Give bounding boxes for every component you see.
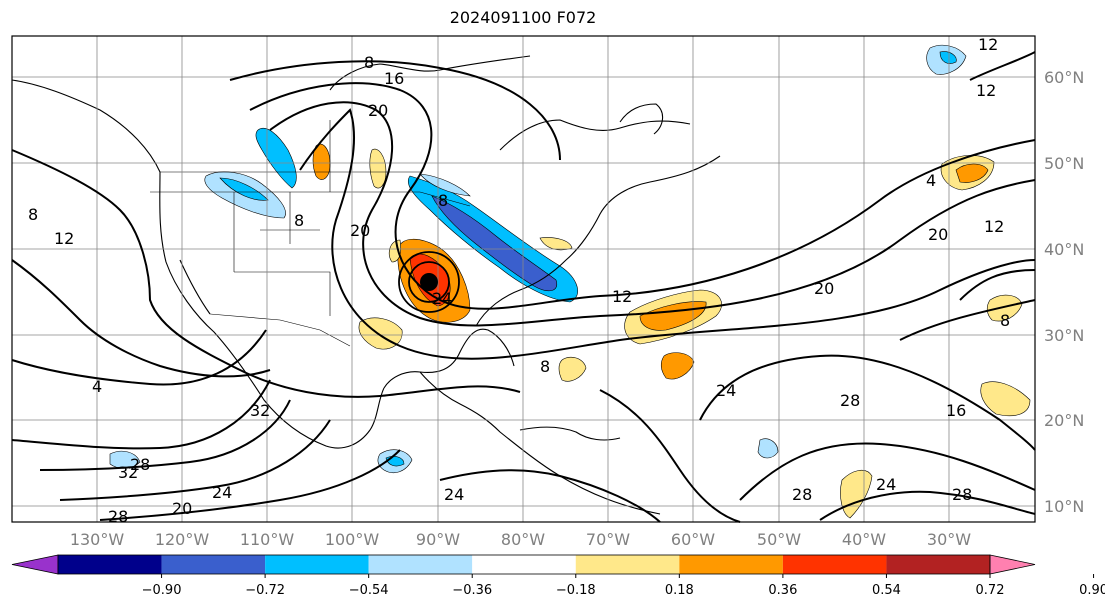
- contour-label: 32: [118, 463, 138, 482]
- storm-center-marker: [420, 273, 438, 291]
- contour-label: 24: [432, 289, 452, 308]
- lat-label: 20°N: [1044, 411, 1084, 430]
- contour-label: 12: [612, 287, 632, 306]
- contour-label: 8: [438, 191, 448, 210]
- colorbar-tick-label: −0.54: [349, 583, 389, 598]
- lat-label: 60°N: [1044, 68, 1084, 87]
- colorbar-tick-label: −0.36: [452, 583, 492, 598]
- contour-label: 8: [540, 357, 550, 376]
- colorbar-swatch: [265, 555, 369, 574]
- contour-label: 24: [212, 483, 232, 502]
- colorbar-swatch: [58, 555, 162, 574]
- coastlines: [11, 55, 721, 515]
- colorbar-tick-label: 0.36: [768, 583, 797, 598]
- lat-label: 10°N: [1044, 497, 1084, 516]
- contour-label: 12: [984, 217, 1004, 236]
- contour-label: 16: [384, 69, 404, 88]
- contour-label: 28: [130, 455, 150, 474]
- lon-label: 40°W: [842, 530, 886, 549]
- contour-label: 12: [54, 229, 74, 248]
- contour-label: 12: [978, 35, 998, 54]
- lon-label: 100°W: [325, 530, 380, 549]
- contour-label: 20: [368, 101, 388, 120]
- lon-label: 90°W: [416, 530, 460, 549]
- colorbar-swatch: [472, 555, 576, 574]
- lat-label: 40°N: [1044, 240, 1084, 259]
- contour-label: 24: [876, 475, 896, 494]
- colorbar-extension-low: [11, 554, 59, 575]
- colorbar-border: [57, 554, 991, 575]
- colorbar-tick-label: 0.90: [1079, 583, 1105, 598]
- shaded-fields: [109, 44, 1031, 519]
- lon-label: 50°W: [757, 530, 801, 549]
- contour-label: 4: [92, 377, 102, 396]
- lon-label: 30°W: [927, 530, 971, 549]
- colorbar-tick-label: −0.72: [245, 583, 285, 598]
- contour-label: 28: [840, 391, 860, 410]
- map-border: [11, 35, 1036, 523]
- lon-label: 70°W: [586, 530, 630, 549]
- contour-label: 24: [716, 381, 736, 400]
- lon-label: 80°W: [501, 530, 545, 549]
- contour-label: 8: [364, 53, 374, 72]
- colorbar-tick-label: 0.72: [976, 583, 1005, 598]
- colorbar-extension-high: [989, 554, 1036, 575]
- contour-label: 20: [350, 221, 370, 240]
- colorbar-tick-label: −0.90: [142, 583, 182, 598]
- contour-label: 24: [444, 485, 464, 504]
- lon-label: 120°W: [155, 530, 210, 549]
- colorbar-tick-label: −0.18: [556, 583, 596, 598]
- map-panel: 8 16 20 8 12 8 12 8 20 24 12 20 12 4 32 …: [11, 35, 1036, 526]
- colorbar-swatch: [782, 555, 887, 574]
- colorbar-swatch: [886, 555, 990, 574]
- contour-label: 28: [952, 485, 972, 504]
- contour-label: 20: [172, 499, 192, 518]
- lon-label: 130°W: [70, 530, 125, 549]
- colorbar-swatch: [679, 555, 783, 574]
- contour-label: 28: [108, 507, 128, 526]
- contour-label: 8: [1000, 311, 1010, 330]
- map-title: 2024091100 F072: [449, 8, 597, 27]
- contour-label-group: 8 16 20 8 12 8 12 8 20 24 12 20 12 4 32 …: [28, 35, 1010, 526]
- contour-label: 8: [28, 205, 38, 224]
- lon-label: 60°W: [671, 530, 715, 549]
- contour-lines: [11, 51, 1036, 523]
- contour-label: 4: [926, 171, 936, 190]
- lat-label: 30°N: [1044, 326, 1084, 345]
- colorbar-swatch: [368, 555, 473, 574]
- colorbar: −0.90 −0.72 −0.54 −0.36 −0.18 0.18 0.36 0.54 0.7…: [11, 554, 1105, 598]
- contour-label: 32: [250, 401, 270, 420]
- longitude-labels: 130°W 120°W 110°W 100°W 90°W 80°W 70°W 6…: [70, 530, 971, 549]
- colorbar-swatch: [161, 555, 266, 574]
- contour-label: 28: [792, 485, 812, 504]
- contour-label: 20: [814, 279, 834, 298]
- lat-label: 50°N: [1044, 154, 1084, 173]
- contour-label: 12: [976, 81, 996, 100]
- contour-label: 16: [946, 401, 966, 420]
- colorbar-tick-label: 0.54: [872, 583, 901, 598]
- latitude-labels: 60°N 50°N 40°N 30°N 20°N 10°N: [1044, 68, 1084, 516]
- colorbar-swatch: [575, 555, 680, 574]
- contour-label: 8: [294, 211, 304, 230]
- contour-label: 20: [928, 225, 948, 244]
- colorbar-tick-label: 0.18: [665, 583, 694, 598]
- lon-label: 110°W: [240, 530, 295, 549]
